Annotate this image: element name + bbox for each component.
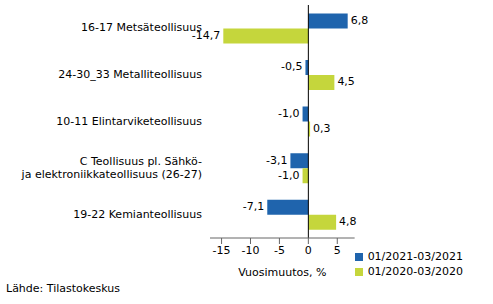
svg-text:6,8: 6,8: [351, 14, 369, 27]
svg-text:-1,0: -1,0: [278, 107, 299, 120]
svg-text:4,8: 4,8: [339, 215, 357, 228]
svg-text:-5: -5: [274, 244, 285, 257]
svg-text:-3,1: -3,1: [266, 154, 287, 167]
svg-text:-14,7: -14,7: [192, 29, 220, 42]
svg-text:19-22 Kemianteollisuus: 19-22 Kemianteollisuus: [73, 208, 202, 221]
svg-text:Vuosimuutos, %: Vuosimuutos, %: [238, 266, 326, 279]
html-text:Lähde: Tilastokeskus: Lähde: Tilastokeskus: [6, 282, 120, 295]
svg-text:4,5: 4,5: [337, 75, 355, 88]
svg-text:-15: -15: [213, 244, 231, 257]
svg-text:10-11 Elintarviketeollisuus: 10-11 Elintarviketeollisuus: [56, 115, 202, 128]
svg-text:0,3: 0,3: [313, 122, 331, 135]
svg-text:-7,1: -7,1: [243, 200, 264, 213]
svg-text:24-30_33 Metalliteollisuus: 24-30_33 Metalliteollisuus: [58, 68, 202, 81]
svg-text:-10: -10: [242, 244, 260, 257]
html-text:01/2020-03/2020: 01/2020-03/2020: [367, 265, 463, 278]
svg-text:5: 5: [334, 244, 341, 257]
svg-text:-0,5: -0,5: [281, 60, 302, 73]
svg-text:16-17 Metsäteollisuus: 16-17 Metsäteollisuus: [81, 21, 202, 34]
svg-text:0: 0: [305, 244, 312, 257]
svg-text:C Teollisuus pl. Sähkö-ja elek: C Teollisuus pl. Sähkö-ja elektroniikkat…: [21, 155, 202, 181]
svg-text:-1,0: -1,0: [278, 169, 299, 182]
html-text:01/2021-03/2021: 01/2021-03/2021: [367, 250, 463, 263]
